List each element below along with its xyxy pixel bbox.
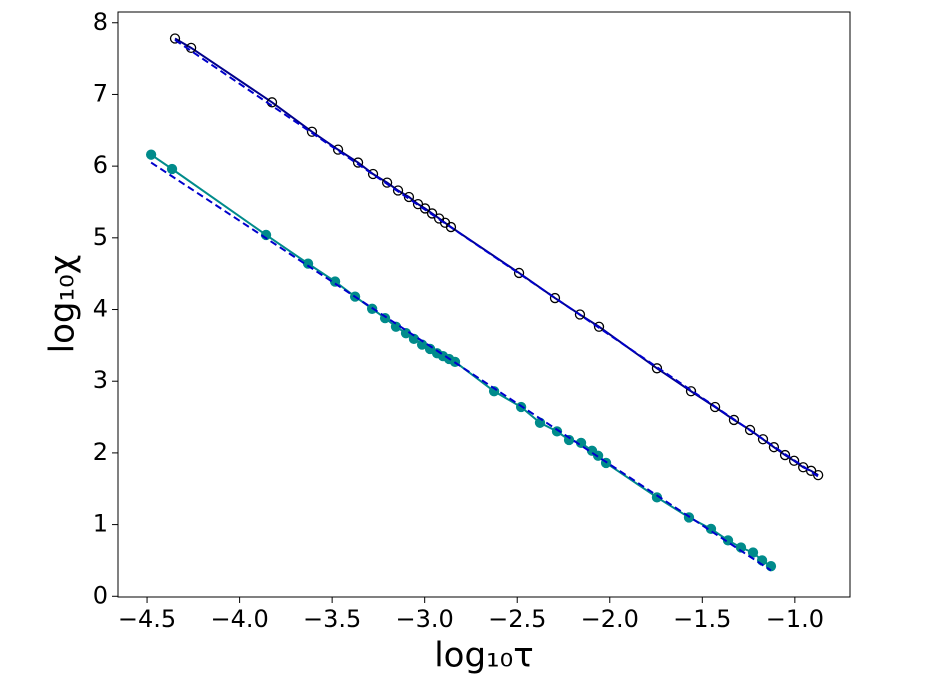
data-point [593, 321, 605, 332]
data-point [513, 267, 525, 279]
data-point [166, 163, 178, 175]
data-point [549, 292, 561, 304]
x-tick-label: −2.0 [581, 605, 639, 633]
y-tick-label: 6 [93, 151, 108, 179]
x-axis-label: log₁₀τ [434, 636, 534, 676]
data-point [768, 442, 780, 453]
x-tick-label: −4.0 [210, 605, 268, 633]
data-point [651, 363, 663, 374]
y-axis-label: log₁₀χ [43, 255, 83, 354]
y-tick-label: 4 [93, 295, 108, 323]
data-point [403, 191, 415, 203]
x-tick-label: −3.5 [303, 605, 361, 633]
data-point [419, 203, 431, 214]
x-tick-label: −1.0 [766, 605, 824, 633]
data-point [392, 185, 404, 196]
data-point [735, 542, 747, 553]
x-tick-label: −3.0 [396, 605, 454, 633]
data-point [779, 449, 791, 461]
data-point [747, 547, 759, 558]
data-point [563, 434, 575, 446]
data-point [352, 157, 364, 168]
data-point [788, 455, 800, 466]
data-point [813, 469, 824, 481]
y-tick-label: 7 [93, 79, 108, 107]
plot-frame [117, 11, 851, 598]
data-point [426, 208, 438, 219]
fit-line [174, 39, 819, 478]
y-tick-label: 5 [93, 223, 108, 251]
data-point [709, 401, 721, 413]
y-tick-label: 1 [93, 510, 108, 538]
fit-line [150, 161, 772, 572]
data-point [728, 414, 740, 426]
data-point [367, 168, 379, 180]
data-point [574, 309, 586, 320]
series-line [174, 37, 819, 476]
data-point [685, 386, 697, 397]
y-tick-label: 0 [93, 581, 108, 609]
data-point [744, 424, 756, 436]
x-tick-label: −1.5 [673, 605, 731, 633]
data-point [306, 126, 318, 137]
data-point [757, 434, 769, 445]
data-point [169, 33, 181, 44]
data-point [445, 221, 457, 233]
data-point [551, 426, 563, 437]
x-tick-label: −2.5 [488, 605, 546, 633]
x-tick-label: −4.5 [118, 605, 176, 633]
data-point [381, 177, 393, 188]
data-point [332, 144, 344, 155]
y-tick-label: 8 [93, 8, 108, 36]
y-tick-label: 2 [93, 438, 108, 466]
y-tick-label: 3 [93, 366, 108, 394]
series-line [150, 153, 772, 568]
data-point [145, 149, 157, 160]
